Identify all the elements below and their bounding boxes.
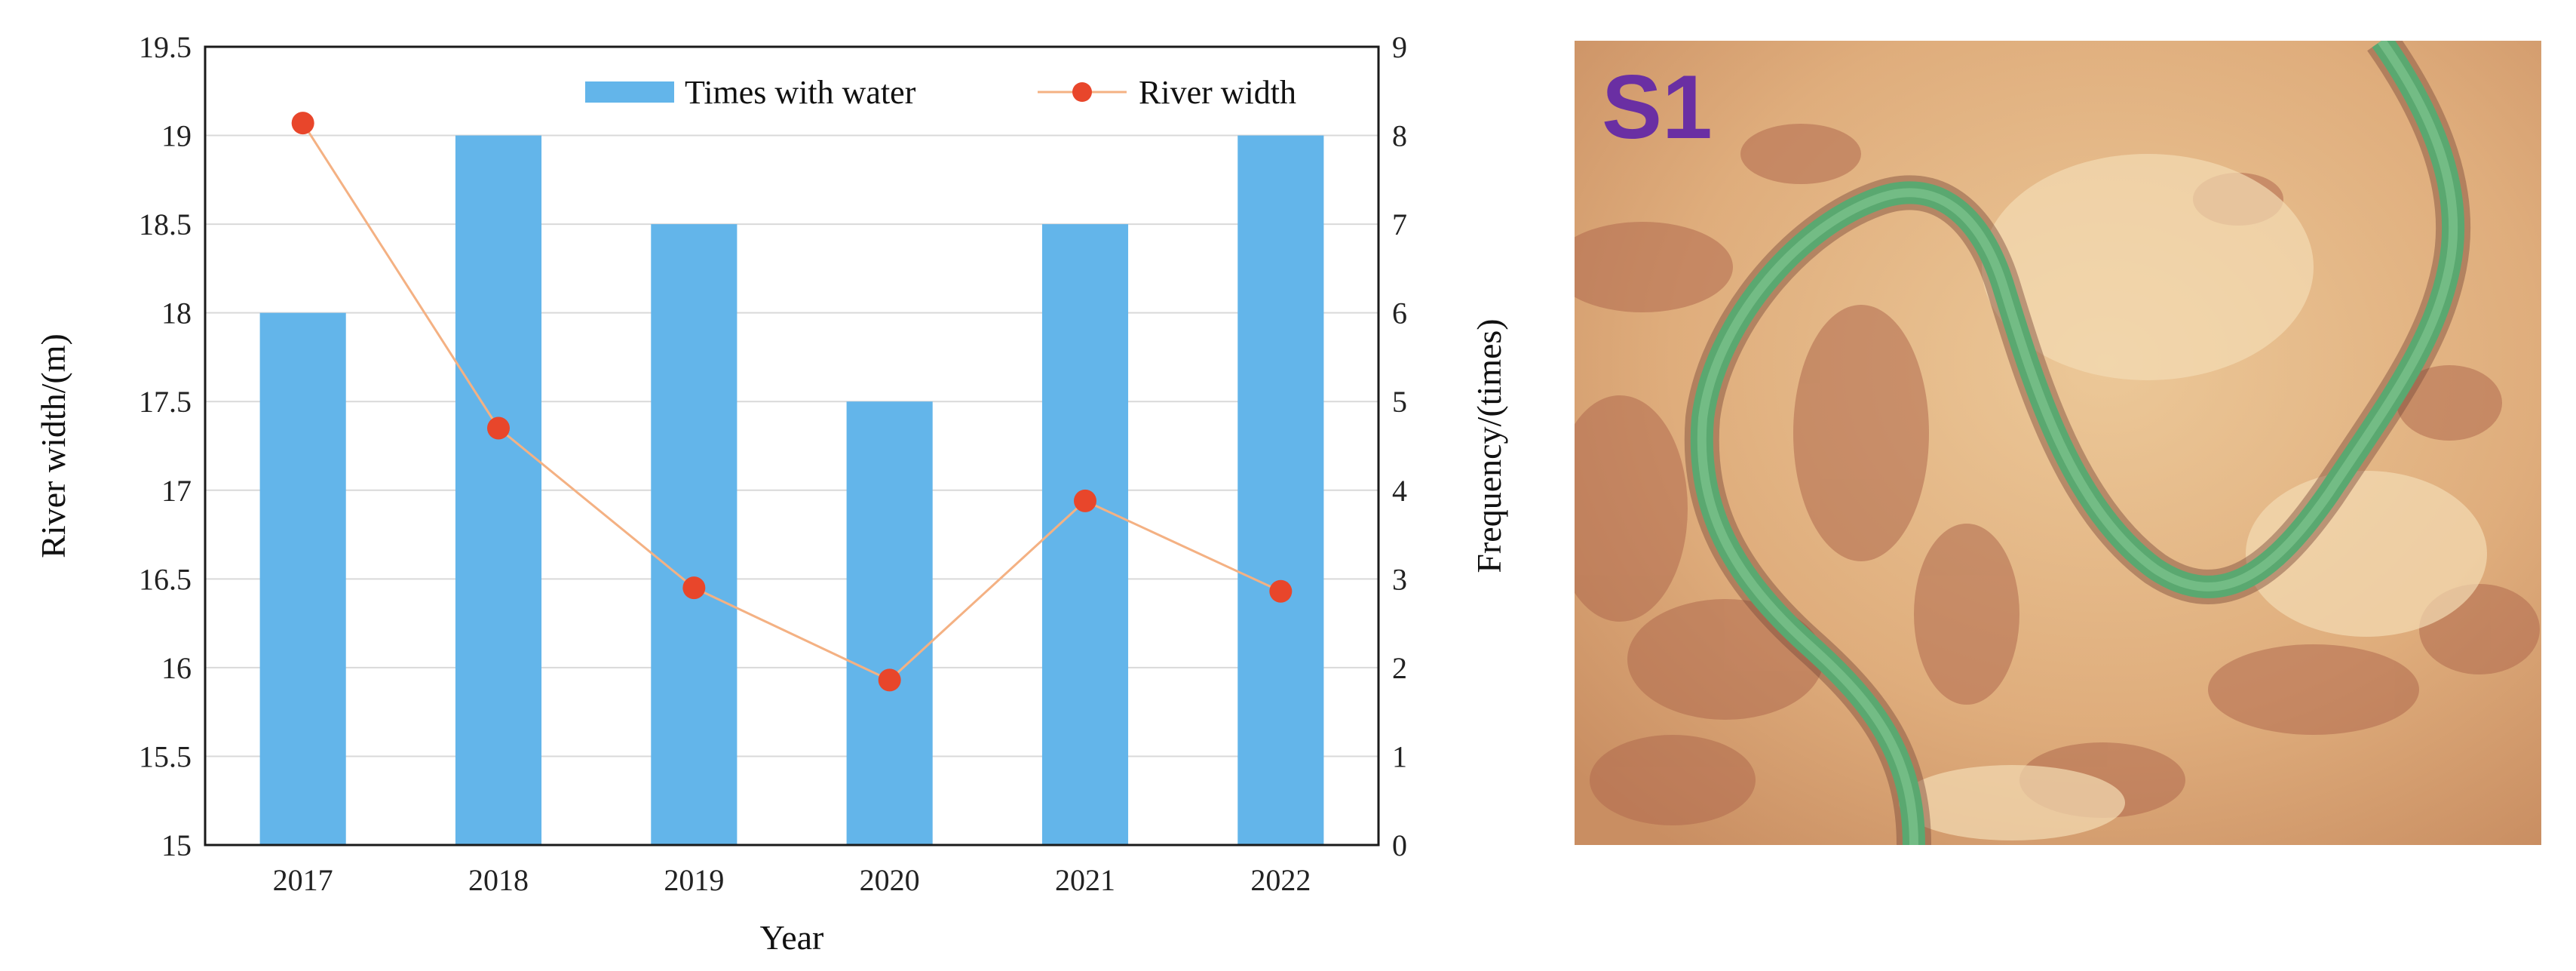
bars — [259, 135, 1324, 846]
right-y-tick-label: 5 — [1392, 385, 1407, 419]
chart: 15 15.5 16 16.5 17 17.5 18 18.5 19 19.5 0 1 2 3 4 5 6 7 8 9… — [34, 30, 1508, 957]
river-width-point — [682, 576, 706, 600]
bar-times-with-water — [1237, 135, 1324, 846]
river-map — [1575, 41, 2541, 845]
right-y-tick-label: 7 — [1392, 207, 1407, 241]
river-width-line — [291, 112, 1293, 692]
legend-bar-label: Times with water — [685, 74, 916, 111]
right-y-tick-label: 6 — [1392, 297, 1407, 330]
right-y-axis-title: Frequency/(times) — [1470, 318, 1508, 573]
x-tick-label: 2018 — [468, 863, 529, 897]
left-y-tick-label: 19 — [161, 119, 192, 153]
bar-times-with-water — [455, 135, 542, 846]
left-y-tick-label: 17 — [161, 474, 192, 508]
tick-labels: 15 15.5 16 16.5 17 17.5 18 18.5 19 19.5 0 1 2 3 4 5 6 7 8 9… — [139, 30, 1407, 897]
left-y-tick-label: 16.5 — [139, 562, 192, 596]
legend-bar-swatch — [585, 81, 674, 103]
left-y-tick-label: 16 — [161, 651, 192, 685]
legend-line-label: River width — [1139, 74, 1296, 111]
right-y-tick-label: 4 — [1392, 474, 1407, 508]
legend: Times with water River width — [585, 74, 1296, 111]
plot-frame — [204, 45, 1380, 847]
left-y-tick-label: 18.5 — [139, 207, 192, 241]
terrain-highlights — [1899, 154, 2487, 840]
river-width-point — [487, 416, 510, 440]
right-y-tick-label: 0 — [1392, 828, 1407, 862]
bar-times-with-water — [259, 312, 346, 846]
satellite-image: S1 — [1575, 41, 2541, 845]
bar-times-with-water — [1041, 224, 1129, 846]
river-channel-highlight — [1697, 41, 2458, 845]
site-label: S1 — [1602, 57, 1713, 158]
x-tick-label: 2022 — [1250, 863, 1311, 897]
x-axis-title: Year — [760, 918, 824, 957]
x-tick-label: 2020 — [860, 863, 920, 897]
bar-times-with-water — [846, 401, 933, 845]
right-y-tick-label: 9 — [1392, 30, 1407, 64]
right-y-tick-label: 3 — [1392, 562, 1407, 596]
bar-times-with-water — [651, 224, 738, 846]
right-y-tick-label: 1 — [1392, 739, 1407, 773]
river-width-point — [291, 112, 314, 135]
left-y-tick-label: 15.5 — [139, 739, 192, 773]
river-width-polyline — [302, 122, 1281, 682]
x-tick-label: 2021 — [1055, 863, 1115, 897]
river-width-point — [878, 668, 901, 692]
river-width-point — [1074, 489, 1096, 512]
x-tick-label: 2019 — [664, 863, 724, 897]
right-y-tick-label: 8 — [1392, 119, 1407, 153]
left-y-tick-label: 15 — [161, 828, 192, 862]
left-y-tick-label: 19.5 — [139, 30, 192, 64]
x-tick-label: 2017 — [273, 863, 333, 897]
grid-lines — [205, 134, 1378, 757]
legend-line-marker — [1072, 82, 1092, 102]
river-width-point — [1269, 579, 1293, 603]
left-y-tick-label: 17.5 — [139, 385, 192, 419]
left-y-axis-title: River width/(m) — [34, 333, 72, 558]
left-y-tick-label: 18 — [161, 297, 192, 330]
right-y-tick-label: 2 — [1392, 651, 1407, 685]
